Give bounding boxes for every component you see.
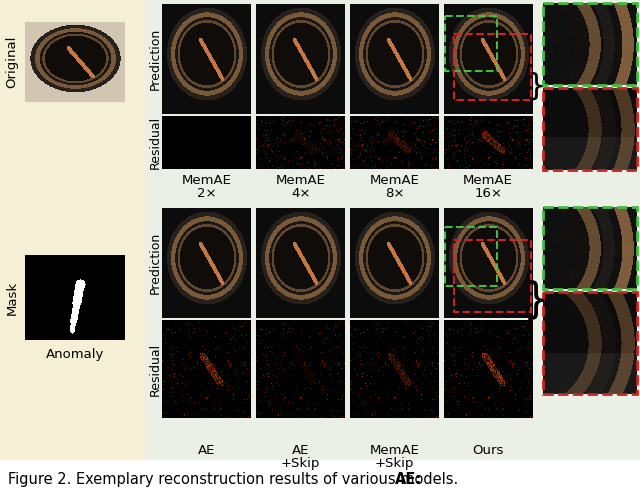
Text: Original: Original bbox=[6, 36, 19, 88]
Bar bbox=[145, 0, 640, 460]
Bar bbox=[445, 16, 497, 71]
Bar bbox=[543, 207, 637, 289]
Text: Prediction: Prediction bbox=[148, 232, 161, 294]
Text: AE:: AE: bbox=[395, 472, 422, 487]
Text: +Skip: +Skip bbox=[374, 457, 414, 470]
Bar bbox=[543, 3, 637, 85]
Text: Anomaly: Anomaly bbox=[46, 348, 104, 361]
Text: 4×: 4× bbox=[291, 186, 310, 200]
Bar bbox=[543, 292, 637, 394]
Bar bbox=[0, 460, 640, 498]
Text: }: } bbox=[526, 72, 546, 101]
Text: }: } bbox=[523, 279, 549, 322]
Text: Mask: Mask bbox=[6, 280, 19, 315]
Text: MemAE: MemAE bbox=[276, 173, 326, 186]
Text: MemAE: MemAE bbox=[369, 173, 419, 186]
Text: 16×: 16× bbox=[474, 186, 502, 200]
Text: MemAE: MemAE bbox=[182, 173, 232, 186]
Text: +Skip: +Skip bbox=[281, 457, 320, 470]
Bar bbox=[0, 0, 145, 460]
Text: MemAE: MemAE bbox=[463, 173, 513, 186]
Text: AE: AE bbox=[198, 444, 216, 457]
Text: MemAE: MemAE bbox=[369, 444, 419, 457]
Text: Residual: Residual bbox=[148, 116, 161, 169]
Text: Figure 2. Exemplary reconstruction results of various models.: Figure 2. Exemplary reconstruction resul… bbox=[8, 472, 467, 487]
Bar bbox=[454, 34, 531, 100]
Bar bbox=[454, 240, 531, 312]
Text: AE: AE bbox=[292, 444, 309, 457]
Text: Residual: Residual bbox=[148, 343, 161, 395]
Text: Ours: Ours bbox=[472, 444, 504, 457]
Text: Prediction: Prediction bbox=[148, 28, 161, 90]
Bar bbox=[543, 88, 637, 170]
Text: 2×: 2× bbox=[197, 186, 217, 200]
Text: 8×: 8× bbox=[385, 186, 404, 200]
Bar bbox=[445, 227, 497, 286]
